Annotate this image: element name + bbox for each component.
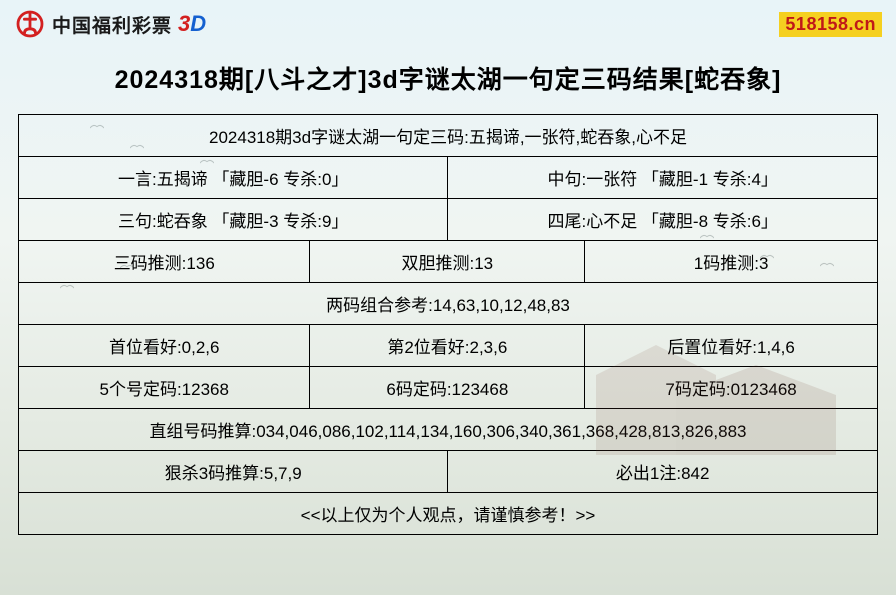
header: 中国福利彩票 3D 518158.cn: [0, 0, 896, 42]
brand-text: 中国福利彩票: [52, 11, 172, 38]
bg-bird-icon: [130, 140, 144, 150]
url-badge: 518158.cn: [779, 12, 882, 37]
cell-clue-4: 四尾:心不足 「藏胆-8 专杀:6」: [448, 199, 878, 241]
page-title: 2024318期[八斗之才]3d字谜太湖一句定三码结果[蛇吞象]: [0, 60, 896, 96]
cell-disclaimer: <<以上仅为个人观点，请谨慎参考！>>: [19, 493, 878, 535]
cell-pos-1: 首位看好:0,2,6: [19, 325, 310, 367]
cell-pred-3code: 三码推测:136: [19, 241, 310, 283]
cell-7code: 7码定码:0123468: [585, 367, 878, 409]
bg-bird-icon: [200, 155, 214, 165]
cell-pos-2: 第2位看好:2,3,6: [310, 325, 585, 367]
bg-bird-icon: [60, 280, 74, 290]
brand: 中国福利彩票 3D: [14, 8, 206, 40]
cell-kill-3: 狠杀3码推算:5,7,9: [19, 451, 448, 493]
cell-pair-combo: 两码组合参考:14,63,10,12,48,83: [19, 283, 878, 325]
lottery-logo-icon: [14, 8, 46, 40]
cell-5code: 5个号定码:12368: [19, 367, 310, 409]
brand-3d: 3D: [178, 11, 206, 37]
row-summary: 2024318期3d字谜太湖一句定三码:五揭谛,一张符,蛇吞象,心不足: [19, 115, 878, 157]
cell-clue-1: 一言:五揭谛 「藏胆-6 专杀:0」: [19, 157, 448, 199]
bg-bird-icon: [120, 260, 134, 270]
cell-clue-2: 中句:一张符 「藏胆-1 专杀:4」: [448, 157, 878, 199]
cell-must-1: 必出1注:842: [448, 451, 878, 493]
bg-bird-icon: [90, 120, 104, 130]
cell-pred-2code: 双胆推测:13: [310, 241, 585, 283]
cell-direct-combo: 直组号码推算:034,046,086,102,114,134,160,306,3…: [19, 409, 878, 451]
cell-6code: 6码定码:123468: [310, 367, 585, 409]
bg-bird-icon: [700, 230, 714, 240]
bg-bird-icon: [820, 258, 834, 268]
brand-3d-d: D: [190, 11, 206, 36]
data-table: 2024318期3d字谜太湖一句定三码:五揭谛,一张符,蛇吞象,心不足 一言:五…: [18, 114, 878, 535]
brand-3d-three: 3: [178, 11, 190, 36]
bg-bird-icon: [760, 250, 774, 260]
cell-clue-3: 三句:蛇吞象 「藏胆-3 专杀:9」: [19, 199, 448, 241]
cell-pos-3: 后置位看好:1,4,6: [585, 325, 878, 367]
